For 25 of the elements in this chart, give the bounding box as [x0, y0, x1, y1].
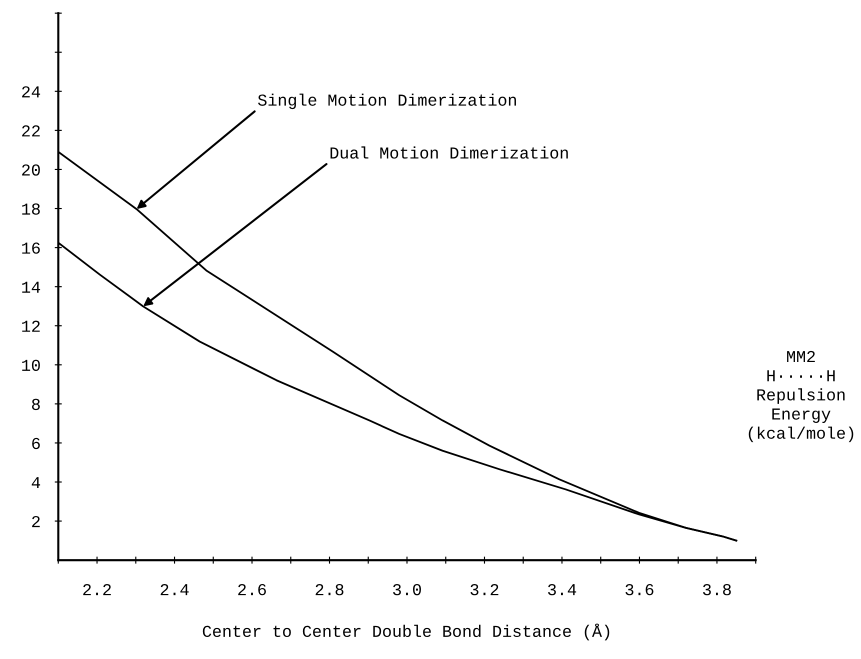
x-tick-label: 2.8: [316, 584, 344, 596]
y-tick-label: 18: [22, 203, 40, 215]
y-tick-label: 16: [22, 242, 40, 254]
y-tick-label: 4: [32, 477, 40, 488]
x-tick-label: 3.0: [393, 584, 421, 596]
x-tick-label: 2.6: [238, 584, 266, 596]
y-tick-label: 8: [32, 398, 40, 410]
y-tick-label: 22: [22, 125, 40, 136]
annotation: Dual Motion Dimerization: [330, 146, 568, 159]
annotation: Single Motion Dimerization: [258, 94, 516, 110]
x-tick-label: 3.8: [702, 584, 731, 596]
y-tick-label: 10: [22, 360, 40, 372]
x-tick-label: 2.4: [160, 584, 189, 596]
x-axis-title: Center to Center Double Bond Distance (Å): [202, 624, 610, 640]
x-tick-label: 2.2: [83, 584, 111, 596]
y-tick-label: 24: [22, 86, 40, 98]
y-tick-label: 20: [22, 164, 40, 176]
y-tick-label: 6: [32, 438, 40, 450]
y-tick-label: 14: [22, 282, 40, 293]
x-tick-label: 3.4: [548, 584, 576, 596]
y-tick-label: 2: [32, 516, 40, 528]
x-tick-label: 3.2: [470, 584, 498, 596]
x-tick-label: 3.6: [626, 584, 654, 596]
y-axis-title: MM2 H·····H Repulsion Energy (kcal/mole): [748, 350, 854, 442]
y-tick-label: 12: [22, 320, 40, 332]
